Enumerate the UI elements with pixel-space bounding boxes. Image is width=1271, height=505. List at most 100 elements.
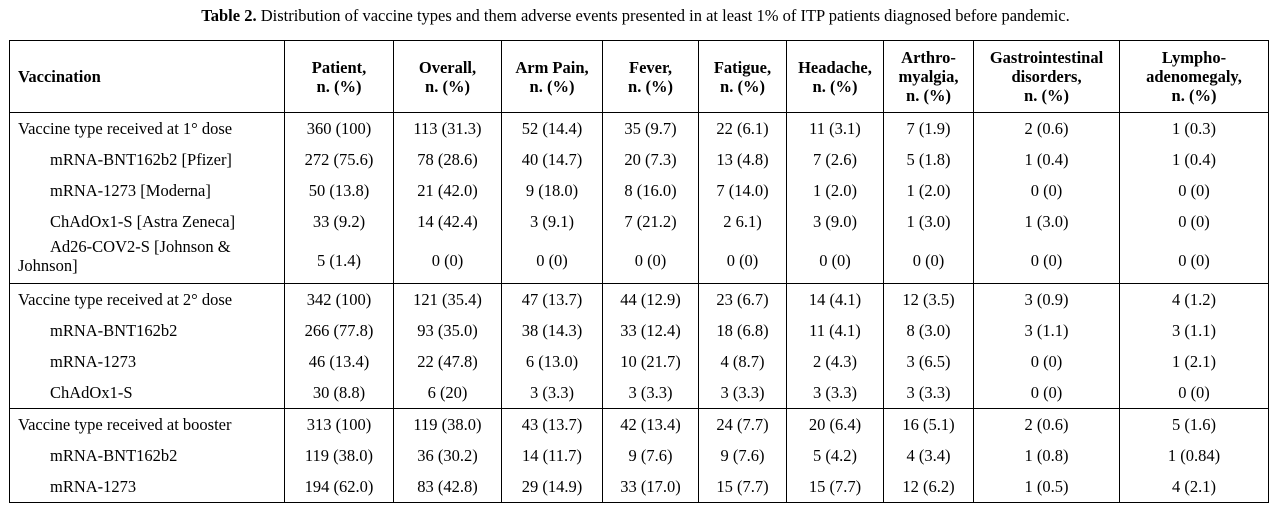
cell: 30 (8.8) [284,377,394,409]
cell: 6 (13.0) [501,346,603,377]
cell: 47 (13.7) [501,283,603,315]
row-label: mRNA-1273 [Moderna] [9,175,285,206]
cell: 1 (3.0) [973,206,1120,237]
cell: 313 (100) [284,408,394,440]
cell: 42 (13.4) [602,408,699,440]
row-label: Vaccine type received at 2° dose [9,283,285,315]
cell: 113 (31.3) [393,112,502,144]
cell: 4 (2.1) [1119,471,1269,503]
cell: 8 (3.0) [883,315,974,346]
header-row: Vaccination Patient, n. (%) Overall, n. (%… [9,40,1269,113]
cell: 0 (0) [1119,206,1269,237]
cell: 38 (14.3) [501,315,603,346]
cell: 33 (12.4) [602,315,699,346]
cell: 0 (0) [1119,377,1269,409]
table-row: Vaccine type received at 2° dose 342 (10… [9,283,1269,315]
cell: 29 (14.9) [501,471,603,503]
cell: 2 (0.6) [973,112,1120,144]
cell: 9 (7.6) [602,440,699,471]
cell: 1 (2.1) [1119,346,1269,377]
cell: 2 (0.6) [973,408,1120,440]
cell: 14 (4.1) [786,283,884,315]
cell: 2 6.1) [698,206,787,237]
cell: 40 (14.7) [501,144,603,175]
cell: 119 (38.0) [284,440,394,471]
table-row: mRNA-BNT162b2 119 (38.0) 36 (30.2) 14 (1… [9,440,1269,471]
cell: 12 (6.2) [883,471,974,503]
table-caption: Table 2. Distribution of vaccine types a… [0,6,1271,26]
row-label: ChAdOx1-S [Astra Zeneca] [9,206,285,237]
cell: 0 (0) [786,237,884,284]
cell: 14 (11.7) [501,440,603,471]
cell: 22 (47.8) [393,346,502,377]
cell: 119 (38.0) [393,408,502,440]
cell: 360 (100) [284,112,394,144]
table-row: ChAdOx1-S [Astra Zeneca] 33 (9.2) 14 (42… [9,206,1269,237]
cell: 5 (1.4) [284,237,394,284]
cell: 9 (7.6) [698,440,787,471]
cell: 3 (3.3) [602,377,699,409]
cell: 33 (17.0) [602,471,699,503]
cell: 11 (3.1) [786,112,884,144]
cell: 20 (7.3) [602,144,699,175]
header-overall: Overall, n. (%) [393,40,502,113]
cell: 194 (62.0) [284,471,394,503]
cell: 10 (21.7) [602,346,699,377]
cell: 20 (6.4) [786,408,884,440]
cell: 1 (3.0) [883,206,974,237]
cell: 46 (13.4) [284,346,394,377]
cell: 7 (1.9) [883,112,974,144]
cell: 3 (9.0) [786,206,884,237]
cell: 1 (0.3) [1119,112,1269,144]
table-row: mRNA-1273 194 (62.0) 83 (42.8) 29 (14.9)… [9,471,1269,503]
row-label: mRNA-BNT162b2 [9,315,285,346]
row-label: mRNA-1273 [9,471,285,503]
table-row: mRNA-1273 [Moderna] 50 (13.8) 21 (42.0) … [9,175,1269,206]
cell: 21 (42.0) [393,175,502,206]
cell: 3 (3.3) [883,377,974,409]
cell: 43 (13.7) [501,408,603,440]
cell: 6 (20) [393,377,502,409]
cell: 3 (9.1) [501,206,603,237]
table-row: ChAdOx1-S 30 (8.8) 6 (20) 3 (3.3) 3 (3.3… [9,377,1269,409]
header-fever: Fever, n. (%) [602,40,699,113]
cell: 9 (18.0) [501,175,603,206]
header-arthromyalgia: Arthro-myalgia, n. (%) [883,40,974,113]
cell: 93 (35.0) [393,315,502,346]
cell: 0 (0) [1119,237,1269,284]
cell: 2 (4.3) [786,346,884,377]
cell: 1 (0.8) [973,440,1120,471]
cell: 50 (13.8) [284,175,394,206]
cell: 24 (7.7) [698,408,787,440]
cell: 23 (6.7) [698,283,787,315]
cell: 3 (3.3) [786,377,884,409]
adverse-events-table: Vaccination Patient, n. (%) Overall, n. (%… [9,40,1269,503]
cell: 3 (3.3) [698,377,787,409]
cell: 16 (5.1) [883,408,974,440]
cell: 3 (6.5) [883,346,974,377]
cell: 0 (0) [973,175,1120,206]
table-row: mRNA-BNT162b2 [Pfizer] 272 (75.6) 78 (28… [9,144,1269,175]
cell: 11 (4.1) [786,315,884,346]
cell: 22 (6.1) [698,112,787,144]
cell: 1 (0.4) [1119,144,1269,175]
table-row: Vaccine type received at 1° dose 360 (10… [9,112,1269,144]
cell: 15 (7.7) [698,471,787,503]
cell: 5 (1.8) [883,144,974,175]
cell: 5 (4.2) [786,440,884,471]
row-label: Vaccine type received at booster [9,408,285,440]
header-fatigue: Fatigue, n. (%) [698,40,787,113]
cell: 342 (100) [284,283,394,315]
cell: 3 (1.1) [1119,315,1269,346]
cell: 0 (0) [973,237,1120,284]
row-label: mRNA-1273 [9,346,285,377]
cell: 0 (0) [501,237,603,284]
cell: 3 (1.1) [973,315,1120,346]
cell: 3 (0.9) [973,283,1120,315]
cell: 14 (42.4) [393,206,502,237]
cell: 7 (14.0) [698,175,787,206]
cell: 52 (14.4) [501,112,603,144]
cell: 13 (4.8) [698,144,787,175]
cell: 1 (2.0) [786,175,884,206]
header-gastrointestinal: Gastrointestinal disorders, n. (%) [973,40,1120,113]
